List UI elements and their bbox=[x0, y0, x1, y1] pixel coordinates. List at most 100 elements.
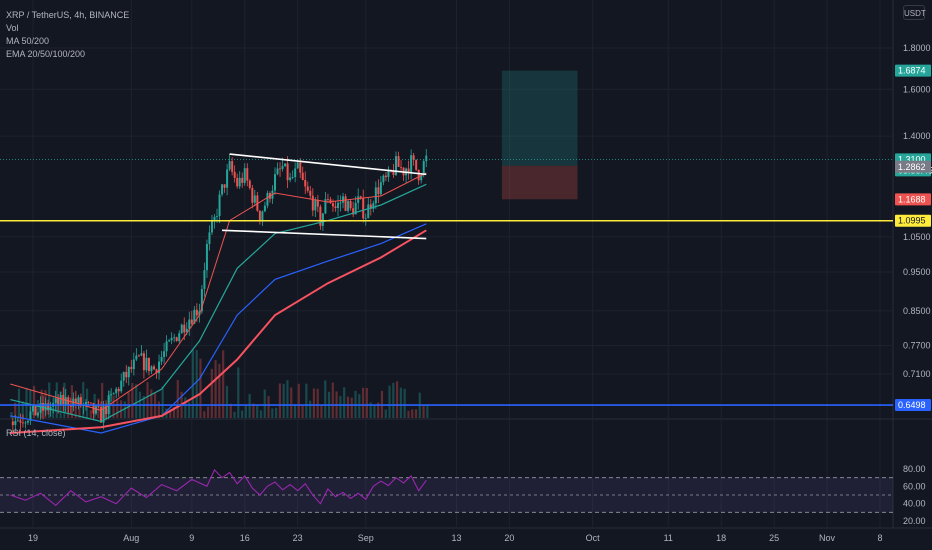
candle-body bbox=[331, 203, 334, 207]
price-tick-label: 0.9500 bbox=[903, 267, 931, 277]
ema-indicator-label[interactable]: EMA 20/50/100/200 bbox=[6, 49, 86, 59]
candle-body bbox=[188, 319, 191, 329]
candle-body bbox=[284, 163, 287, 167]
time-tick-label: 18 bbox=[716, 533, 726, 543]
candle-body bbox=[200, 288, 203, 312]
volume-bar bbox=[229, 403, 232, 418]
candle-body bbox=[241, 177, 244, 183]
volume-bar bbox=[399, 387, 402, 418]
time-tick-label: Aug bbox=[123, 533, 139, 543]
price-badge-low-line bbox=[895, 399, 931, 412]
volume-bar bbox=[309, 400, 312, 418]
volume-bar bbox=[293, 404, 297, 418]
candle-body bbox=[372, 203, 375, 209]
volume-bar bbox=[14, 402, 17, 418]
volume-bar bbox=[346, 396, 350, 418]
price-tick-label: 1.4000 bbox=[903, 131, 931, 141]
candle-body bbox=[193, 309, 196, 324]
candle-body bbox=[334, 206, 337, 208]
volume-bar bbox=[267, 396, 270, 418]
price-badge-label: 1.2862 bbox=[898, 162, 926, 172]
candle-body bbox=[163, 351, 166, 357]
volume-bar bbox=[203, 411, 206, 418]
volume-bar bbox=[275, 407, 278, 418]
candle-body bbox=[344, 196, 347, 211]
time-tick-label: 20 bbox=[504, 533, 514, 543]
candle-body bbox=[100, 406, 103, 423]
candle-body bbox=[203, 270, 206, 289]
candle-body bbox=[14, 420, 17, 426]
volume-bar bbox=[36, 400, 39, 418]
price-badge-label: 1.1688 bbox=[898, 194, 926, 204]
price-tick-label: 0.8500 bbox=[903, 306, 931, 316]
candle-body bbox=[342, 196, 345, 203]
candle-body bbox=[77, 397, 80, 404]
candle-body bbox=[218, 194, 221, 217]
candle-body bbox=[279, 168, 282, 170]
candle-body bbox=[382, 175, 385, 183]
volume-bar bbox=[218, 363, 221, 418]
candle-body bbox=[59, 394, 62, 406]
ema200-line bbox=[10, 229, 427, 434]
stop-loss-zone bbox=[501, 165, 578, 200]
price-tick-label: 0.7100 bbox=[903, 369, 931, 379]
candle-body bbox=[97, 406, 100, 408]
time-tick-label: 8 bbox=[877, 533, 882, 543]
volume-bar bbox=[256, 405, 259, 418]
candle-body bbox=[311, 195, 314, 211]
candle-body bbox=[19, 420, 22, 423]
volume-bar bbox=[248, 393, 251, 418]
volume-bar bbox=[426, 405, 429, 418]
time-tick-label: 9 bbox=[189, 533, 194, 543]
candle-body bbox=[198, 311, 201, 316]
volume-bar bbox=[101, 382, 104, 418]
candle-body bbox=[321, 213, 324, 226]
candle-body bbox=[357, 196, 360, 203]
volume-bar bbox=[21, 401, 24, 418]
candle-body bbox=[258, 210, 261, 221]
volume-bar bbox=[33, 385, 36, 418]
currency-button[interactable]: USDT bbox=[903, 5, 926, 20]
candle-body bbox=[296, 162, 299, 169]
candle-body bbox=[397, 156, 400, 167]
candle-body bbox=[11, 421, 14, 426]
volume-bar bbox=[384, 409, 387, 418]
time-tick-label: 25 bbox=[769, 533, 779, 543]
volume-bar bbox=[17, 388, 21, 418]
candle-body bbox=[233, 171, 236, 178]
candle-body bbox=[57, 398, 60, 406]
candle-body bbox=[62, 394, 65, 406]
volume-bar bbox=[263, 389, 266, 418]
price-badge-stop-loss bbox=[895, 193, 931, 206]
price-badge-label: 1.3100 bbox=[898, 154, 926, 164]
candle-body bbox=[415, 159, 418, 170]
candle-body bbox=[115, 388, 118, 394]
candle-body bbox=[145, 357, 148, 371]
volume-bar bbox=[131, 382, 134, 418]
volume-bar bbox=[210, 368, 213, 418]
ma-indicator-label[interactable]: MA 50/200 bbox=[6, 36, 50, 46]
volume-bar bbox=[214, 360, 217, 418]
price-tick-label: 1.6000 bbox=[903, 84, 931, 94]
volume-bar bbox=[40, 389, 43, 418]
candle-body bbox=[95, 406, 98, 414]
volume-bar bbox=[396, 381, 399, 418]
candle-body bbox=[42, 403, 45, 411]
candle-body bbox=[112, 393, 115, 395]
volume-bar bbox=[188, 402, 191, 418]
rsi-tick-label: 40.00 bbox=[903, 499, 926, 509]
candle-body bbox=[210, 221, 213, 233]
candle-body bbox=[216, 216, 219, 217]
volume-bar bbox=[373, 405, 376, 418]
rsi-legend[interactable]: RSI (14, close) bbox=[6, 428, 66, 438]
volume-bar bbox=[176, 380, 179, 418]
candle-body bbox=[32, 404, 34, 412]
vol-indicator-label[interactable]: Vol bbox=[6, 23, 19, 33]
volume-bar bbox=[161, 386, 164, 418]
candle-body bbox=[347, 201, 350, 211]
candle-body bbox=[339, 202, 342, 204]
symbol-title[interactable]: XRP / TetherUS, 4h, BINANCE bbox=[6, 10, 130, 20]
volume-bar bbox=[286, 380, 289, 418]
